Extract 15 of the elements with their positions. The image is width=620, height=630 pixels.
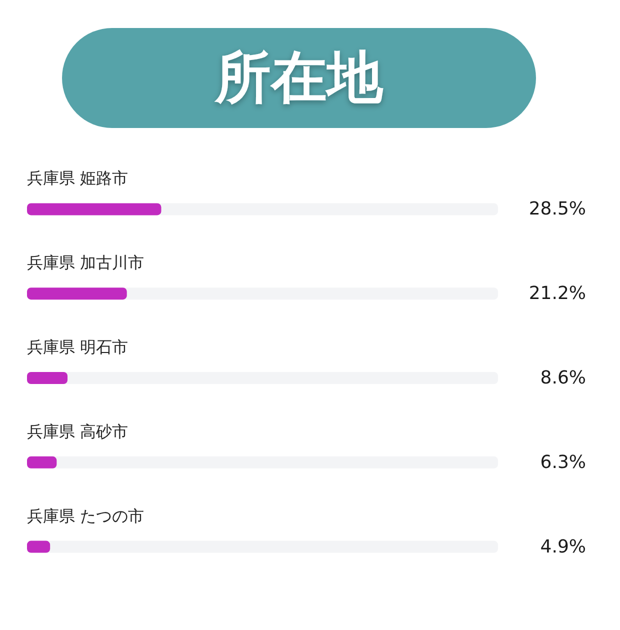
data-label: 21.2% xyxy=(528,283,586,304)
y-tick-label: 兵庫県 たつの市 xyxy=(27,506,144,526)
data-label: 4.9% xyxy=(540,536,586,558)
y-tick-label: 兵庫県 姫路市 xyxy=(27,168,128,188)
data-label: 28.5% xyxy=(528,198,586,220)
bar xyxy=(27,540,50,553)
data-label: 8.6% xyxy=(540,368,586,388)
bar xyxy=(27,372,68,384)
data-label: 6.3% xyxy=(540,452,586,473)
y-tick-label: 兵庫県 加古川市 xyxy=(27,253,144,272)
y-tick-label: 兵庫県 明石市 xyxy=(27,338,128,356)
chart-title: 所在地 xyxy=(214,46,384,110)
y-tick-label: 兵庫県 高砂市 xyxy=(27,422,128,441)
bar xyxy=(27,288,127,300)
bar xyxy=(27,456,57,468)
